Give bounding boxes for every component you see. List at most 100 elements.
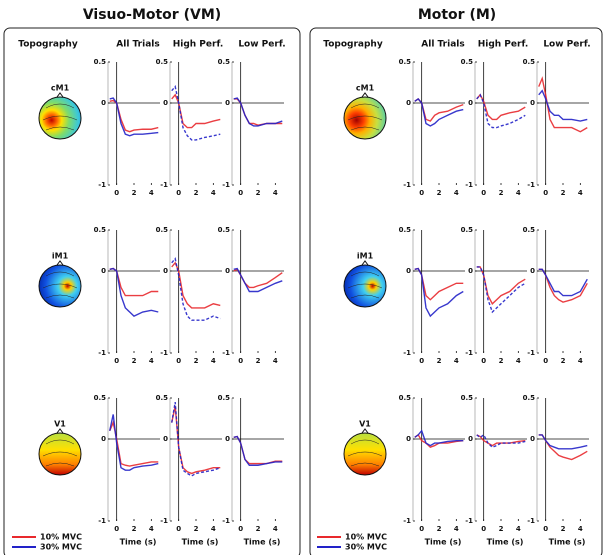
series-line — [476, 434, 526, 447]
legend-label: 30% MVC — [345, 543, 387, 552]
x-axis-label: Time (s) — [182, 538, 219, 547]
topography-contour — [42, 103, 78, 131]
topography-nose — [56, 260, 64, 266]
x-axis-label: Time (s) — [244, 538, 281, 547]
topography-nose — [56, 92, 64, 98]
y-tick-label: 0 — [530, 435, 535, 443]
y-tick-label: 0 — [101, 435, 106, 443]
y-tick-label: 0.5 — [523, 58, 536, 66]
y-tick-label: 0.5 — [218, 58, 231, 66]
x-tick-label: 4 — [149, 357, 154, 365]
x-axis-label: Time (s) — [487, 538, 524, 547]
x-tick-label: 4 — [454, 189, 459, 197]
x-tick-label: 0 — [543, 525, 548, 533]
series-line — [109, 414, 159, 471]
series-line — [171, 93, 221, 129]
x-tick-label: 2 — [499, 357, 504, 365]
panel-frame — [309, 27, 603, 555]
y-tick-label: -1 — [465, 349, 473, 357]
y-tick-label: 0 — [468, 267, 473, 275]
y-tick-label: -1 — [527, 517, 535, 525]
y-tick-label: 0.5 — [399, 58, 412, 66]
y-tick-label: 0 — [225, 435, 230, 443]
series-line — [476, 266, 526, 314]
x-tick-label: 2 — [499, 189, 504, 197]
y-tick-label: 0 — [163, 99, 168, 107]
y-tick-label: -1 — [465, 517, 473, 525]
y-tick-label: -1 — [98, 181, 106, 189]
y-tick-label: -1 — [160, 349, 168, 357]
row-label: V1 — [359, 420, 371, 429]
x-tick-label: 2 — [132, 189, 137, 197]
y-tick-label: 0.5 — [461, 394, 474, 402]
x-tick-label: 2 — [256, 525, 261, 533]
panel-frame — [3, 27, 301, 555]
y-tick-label: 0 — [163, 435, 168, 443]
x-tick-label: 0 — [176, 189, 181, 197]
y-tick-label: 0 — [163, 267, 168, 275]
x-tick-label: 2 — [499, 525, 504, 533]
x-tick-label: 2 — [561, 525, 566, 533]
row-label: cM1 — [356, 84, 375, 93]
y-tick-label: 0.5 — [94, 394, 107, 402]
topography-map — [38, 96, 82, 140]
x-tick-label: 0 — [114, 525, 119, 533]
topography-contour — [42, 439, 78, 467]
column-header: All Trials — [116, 40, 159, 50]
y-tick-label: -1 — [160, 181, 168, 189]
x-axis-label: Time (s) — [549, 538, 586, 547]
series-line — [171, 257, 221, 321]
x-tick-label: 0 — [114, 357, 119, 365]
y-tick-label: 0 — [406, 267, 411, 275]
y-tick-label: -1 — [527, 181, 535, 189]
y-tick-label: 0.5 — [461, 226, 474, 234]
x-tick-label: 4 — [516, 189, 521, 197]
series-line — [109, 99, 159, 133]
series-line — [538, 434, 588, 450]
x-tick-label: 4 — [273, 525, 278, 533]
x-tick-label: 4 — [454, 357, 459, 365]
x-tick-label: 0 — [238, 357, 243, 365]
y-tick-label: -1 — [527, 349, 535, 357]
x-axis-label: Time (s) — [425, 538, 462, 547]
x-tick-label: 2 — [132, 357, 137, 365]
y-tick-label: 0.5 — [218, 394, 231, 402]
x-tick-label: 0 — [114, 189, 119, 197]
y-tick-label: -1 — [160, 517, 168, 525]
x-tick-label: 0 — [176, 357, 181, 365]
x-tick-label: 0 — [543, 189, 548, 197]
series-line — [171, 85, 221, 141]
legend-label: 10% MVC — [345, 533, 387, 542]
y-tick-label: 0 — [406, 435, 411, 443]
series-line — [538, 76, 588, 133]
topography-nose — [361, 260, 369, 266]
series-line — [233, 267, 283, 293]
column-header: Topography — [18, 40, 78, 50]
series-line — [414, 97, 464, 127]
y-tick-label: 0 — [468, 99, 473, 107]
x-tick-label: 4 — [454, 525, 459, 533]
series-line — [538, 268, 588, 297]
y-tick-label: 0.5 — [156, 226, 169, 234]
x-tick-label: 4 — [211, 525, 216, 533]
x-tick-label: 0 — [543, 357, 548, 365]
topography-contour — [347, 439, 383, 467]
topography-map — [38, 264, 82, 308]
topography-nose — [361, 428, 369, 434]
x-tick-label: 4 — [149, 525, 154, 533]
x-tick-label: 2 — [437, 525, 442, 533]
topography-nose — [361, 92, 369, 98]
y-tick-label: -1 — [222, 517, 230, 525]
topography-map — [38, 432, 82, 476]
series-line — [171, 261, 221, 309]
x-tick-label: 4 — [516, 525, 521, 533]
y-tick-label: 0 — [225, 267, 230, 275]
x-tick-label: 0 — [419, 357, 424, 365]
series-line — [414, 267, 464, 318]
x-tick-label: 0 — [481, 525, 486, 533]
y-tick-label: 0.5 — [461, 58, 474, 66]
topography-map — [343, 264, 387, 308]
x-tick-label: 2 — [561, 357, 566, 365]
